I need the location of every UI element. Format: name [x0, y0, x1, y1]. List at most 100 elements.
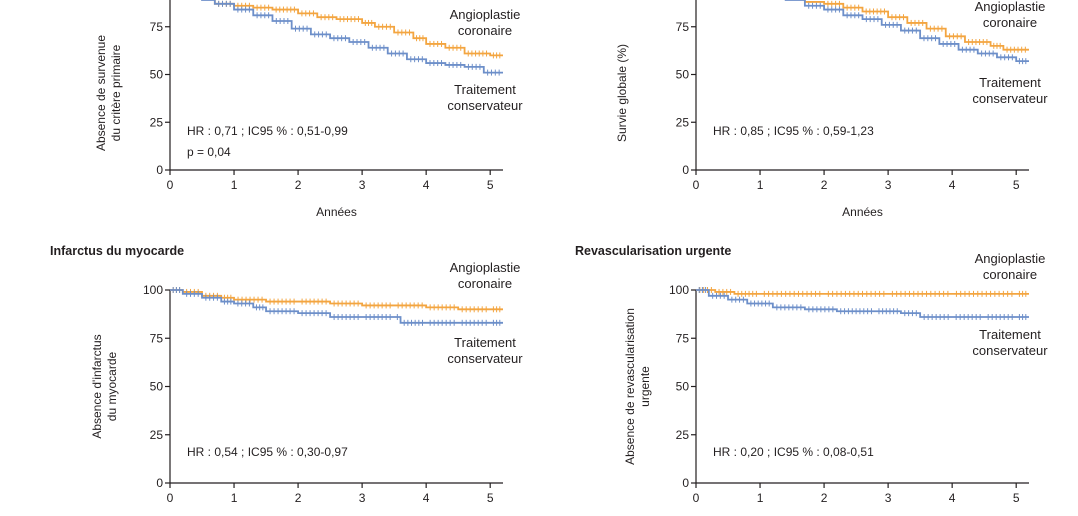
annotation-line: HR : 0,54 ; IC95 % : 0,30-0,97	[187, 445, 348, 459]
series-label-line: coronaire	[983, 267, 1037, 282]
y-tick-label: 50	[676, 68, 690, 82]
y-axis-title-line: Absence de survenue	[94, 35, 108, 151]
hazard-ratio-annotation: HR : 0,54 ; IC95 % : 0,30-0,97	[187, 445, 348, 459]
y-axis-title-line: urgente	[638, 366, 652, 407]
x-tick-label: 4	[423, 491, 430, 505]
panel-title: Infarctus du myocarde	[50, 244, 184, 258]
annotation-line: HR : 0,85 ; IC95 % : 0,59-1,23	[713, 124, 874, 138]
x-tick-label: 3	[885, 491, 892, 505]
y-tick-label: 25	[676, 115, 690, 129]
y-tick-label: 75	[676, 331, 690, 345]
km-curve-angioplasty	[170, 289, 503, 311]
chart-panel-bottom-left: 0 25 50 75 100 0 1 2 3 4 5 Absence d'infarctusdu my…	[50, 244, 523, 505]
y-axis-title-line: du critère primaire	[109, 44, 123, 141]
y-axis-title-line: Absence de revascularisation	[623, 308, 637, 465]
series-label-conservative: Traitement conservateur	[972, 75, 1048, 106]
panel-title: Revascularisation urgente	[575, 244, 731, 258]
series-label-line: conservateur	[972, 343, 1048, 358]
series-label-line: conservateur	[447, 351, 523, 366]
annotation-line: p = 0,04	[187, 145, 231, 159]
x-tick-label: 3	[885, 178, 892, 192]
y-tick-label: 0	[156, 163, 163, 177]
series-label-angioplasty: Angioplastie coronaire	[975, 0, 1046, 30]
series-label-line: Angioplastie	[450, 7, 521, 22]
y-tick-label: 75	[676, 20, 690, 34]
x-tick-label: 0	[693, 178, 700, 192]
series-label-line: Traitement	[979, 75, 1041, 90]
km-curve-conservative	[170, 289, 503, 324]
x-tick-label: 0	[167, 178, 174, 192]
series-label-line: Angioplastie	[450, 260, 521, 275]
y-axis-title-line: Absence d'infarctus	[90, 334, 104, 438]
annotation-line: HR : 0,20 ; IC95 % : 0,08-0,51	[713, 445, 874, 459]
x-tick-label: 4	[949, 178, 956, 192]
x-tick-label: 0	[167, 491, 174, 505]
x-tick-label: 1	[757, 178, 764, 192]
km-curve-conservative	[201, 0, 503, 74]
y-tick-label: 25	[676, 428, 690, 442]
x-tick-label: 5	[487, 178, 494, 192]
series-label-angioplasty: Angioplastie coronaire	[975, 251, 1046, 282]
series-label-line: Traitement	[454, 335, 516, 350]
chart-panel-bottom-right: 0 25 50 75 100 0 1 2 3 4 5 Absence de revascularisa…	[575, 244, 1048, 505]
series-label-angioplasty: Angioplastie coronaire	[450, 7, 521, 38]
annotation-line: HR : 0,71 ; IC95 % : 0,51-0,99	[187, 124, 348, 138]
series-label-line: conservateur	[972, 91, 1048, 106]
x-tick-label: 0	[693, 491, 700, 505]
x-tick-label: 3	[359, 178, 366, 192]
x-tick-label: 4	[949, 491, 956, 505]
y-axis-title-line: Survie globale (%)	[615, 44, 629, 142]
y-tick-label: 50	[676, 380, 690, 394]
km-curve-angioplasty	[803, 0, 1029, 51]
y-tick-label: 75	[150, 20, 164, 34]
y-tick-label: 25	[150, 115, 164, 129]
x-tick-label: 2	[821, 491, 828, 505]
x-tick-label: 2	[295, 178, 302, 192]
series-label-line: Traitement	[454, 82, 516, 97]
x-tick-label: 2	[295, 491, 302, 505]
series-label-line: Angioplastie	[975, 251, 1046, 266]
x-tick-label: 2	[821, 178, 828, 192]
series-label-line: Traitement	[979, 327, 1041, 342]
x-tick-label: 5	[1013, 491, 1020, 505]
series-label-conservative: Traitement conservateur	[972, 327, 1048, 358]
y-axis-title: Absence de survenuedu critère primaire	[94, 35, 123, 151]
y-tick-label: 100	[143, 283, 163, 297]
y-axis-title: Absence de revascularisationurgente	[623, 308, 652, 465]
y-tick-label: 25	[150, 428, 164, 442]
x-tick-label: 1	[757, 491, 764, 505]
x-axis-title: Années	[842, 205, 883, 219]
x-tick-label: 1	[231, 491, 238, 505]
y-tick-label: 0	[682, 476, 689, 490]
y-axis-title: Survie globale (%)	[615, 44, 629, 142]
series-label-line: coronaire	[983, 15, 1037, 30]
series-label-conservative: Traitement conservateur	[447, 82, 523, 113]
y-axis-title-line: du myocarde	[105, 351, 119, 421]
y-tick-label: 0	[682, 163, 689, 177]
x-tick-label: 3	[359, 491, 366, 505]
y-tick-label: 75	[150, 331, 164, 345]
x-tick-label: 4	[423, 178, 430, 192]
y-tick-label: 100	[669, 283, 689, 297]
x-tick-label: 1	[231, 178, 238, 192]
chart-panel-top-right: 0 25 50 75 0 1 2 3 4 5 Années Survie globale (%) Ang…	[615, 0, 1048, 219]
y-tick-label: 50	[150, 68, 164, 82]
x-tick-label: 5	[487, 491, 494, 505]
x-tick-label: 5	[1013, 178, 1020, 192]
y-tick-label: 50	[150, 380, 164, 394]
series-label-line: coronaire	[458, 276, 512, 291]
chart-panel-top-left: 0 25 50 75 0 1 2 3 4 5 Années Absence de survenuedu…	[94, 0, 523, 219]
y-tick-label: 0	[156, 476, 163, 490]
hazard-ratio-annotation: HR : 0,20 ; IC95 % : 0,08-0,51	[713, 445, 874, 459]
hazard-ratio-annotation: HR : 0,85 ; IC95 % : 0,59-1,23	[713, 124, 874, 138]
series-label-angioplasty: Angioplastie coronaire	[450, 260, 521, 291]
hazard-ratio-annotation: HR : 0,71 ; IC95 % : 0,51-0,99 p = 0,04	[187, 124, 348, 159]
km-curve-conservative	[784, 0, 1029, 63]
y-axis-title: Absence d'infarctusdu myocarde	[90, 334, 119, 438]
series-label-line: conservateur	[447, 98, 523, 113]
series-label-conservative: Traitement conservateur	[447, 335, 523, 366]
series-label-line: coronaire	[458, 23, 512, 38]
series-label-line: Angioplastie	[975, 0, 1046, 14]
x-axis-title: Années	[316, 205, 357, 219]
